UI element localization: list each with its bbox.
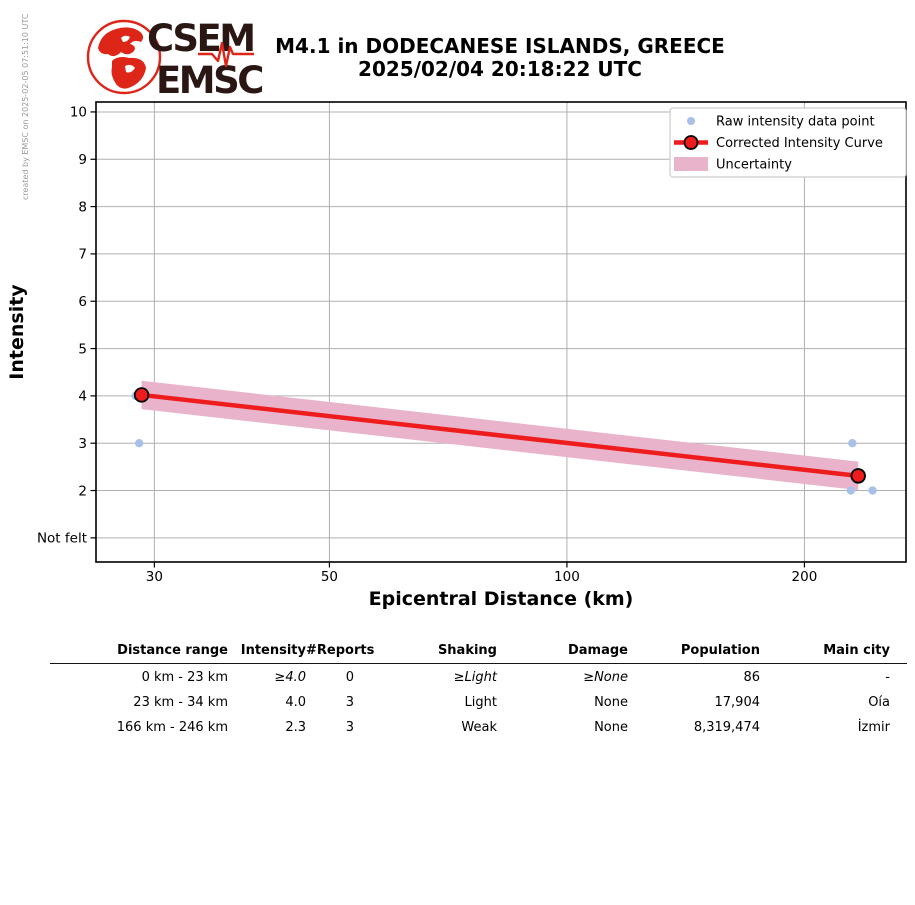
figure-title: M4.1 in DODECANESE ISLANDS, GREECE 2025/…	[95, 35, 905, 80]
table-cell: 17,904	[714, 695, 761, 710]
title-line-1: M4.1 in DODECANESE ISLANDS, GREECE	[275, 34, 725, 58]
table-cell: 3	[345, 695, 354, 710]
y-tick-label: 7	[78, 247, 87, 263]
table-cell: 0	[345, 670, 354, 685]
y-axis-label: Intensity	[6, 284, 28, 380]
x-axis-label: Epicentral Distance (km)	[369, 588, 634, 610]
table-header-cell: Main city	[823, 643, 890, 658]
table-cell: 2.3	[285, 720, 306, 735]
legend-label: Corrected Intensity Curve	[716, 136, 883, 151]
y-tick-label: 4	[78, 389, 87, 405]
logo-text-emsc: EMSC	[156, 59, 264, 102]
raw-data-point	[135, 439, 144, 448]
table-cell: ≥None	[583, 670, 628, 685]
raw-data-point	[848, 439, 857, 448]
legend: Raw intensity data point Corrected Intens…	[669, 107, 907, 178]
table-row: 0 km - 23 km ≥4.0 0 ≥Light ≥None 86 -	[50, 665, 907, 690]
raw-data-point	[868, 486, 877, 495]
summary-table: Distance range Intensity #Reports Shaking Da…	[50, 641, 907, 740]
table-cell: -	[885, 670, 890, 685]
title-line-2: 2025/02/04 20:18:22 UTC	[358, 56, 642, 81]
table-header-rule	[50, 663, 907, 664]
legend-raw-point-icon	[687, 117, 695, 125]
y-tick-label: 9	[78, 152, 87, 168]
table-row: 166 km - 246 km 2.3 3 Weak None 8,319,474 İzmi…	[50, 715, 907, 740]
table-header-cell: #Reports	[306, 643, 375, 658]
y-tick-label: 6	[78, 294, 87, 310]
table-cell: 3	[345, 720, 354, 735]
legend-label: Raw intensity data point	[716, 115, 875, 130]
emsc-logo: CSEM EMSC	[85, 12, 265, 106]
plot-frame	[95, 101, 907, 563]
table-cell: ≥4.0	[274, 670, 306, 685]
y-tick-label: Not felt	[37, 531, 87, 547]
table-header-cell: Population	[680, 643, 760, 658]
table-cell: ≥Light	[453, 670, 497, 685]
intensity-chart: 30 50 100 200 10 9 8 7 6 5 4 3 2 Not felt Epicentral D…	[6, 101, 907, 610]
table-cell: None	[594, 695, 628, 710]
table-cell: 23 km - 34 km	[133, 695, 228, 710]
table-cell: 0 km - 23 km	[141, 670, 228, 685]
x-tick-label: 50	[321, 569, 338, 585]
table-header-cell: Damage	[567, 643, 628, 658]
table-header-cell: Intensity	[240, 643, 306, 658]
legend-uncertainty-icon	[674, 157, 708, 171]
corrected-curve-marker	[850, 468, 866, 484]
y-tick-label: 8	[78, 199, 87, 215]
y-tick-label: 2	[78, 483, 87, 499]
table-cell: Light	[464, 695, 497, 710]
table-cell: İzmir	[857, 720, 890, 735]
seismogram-icon	[198, 42, 254, 68]
globe-icon	[86, 19, 162, 95]
y-tick-label: 10	[70, 105, 87, 121]
corrected-intensity-curve	[141, 392, 859, 479]
table-header-row: Distance range Intensity #Reports Shaking Da…	[50, 641, 907, 661]
table-cell: 8,319,474	[693, 720, 760, 735]
x-tick-label: 30	[146, 569, 163, 585]
table-cell: 4.0	[285, 695, 306, 710]
table-row: 23 km - 34 km 4.0 3 Light None 17,904 Oía	[50, 690, 907, 715]
y-tick-label: 3	[78, 436, 87, 452]
table-header-cell: Shaking	[437, 643, 497, 658]
corrected-curve-marker	[133, 387, 150, 403]
y-tick-label: 5	[78, 341, 87, 357]
x-tick-label: 200	[792, 569, 818, 585]
logo-text-csem: CSEM	[147, 17, 256, 60]
axis-ticks: 30 50 100 200 10 9 8 7 6 5 4 3 2 Not felt	[37, 105, 817, 585]
table-cell: Oía	[868, 695, 890, 710]
raw-data-point	[846, 486, 856, 495]
x-tick-label: 100	[554, 569, 580, 585]
table-cell: None	[594, 720, 628, 735]
table-cell: Weak	[461, 720, 497, 735]
table-header-cell: Distance range	[117, 643, 228, 658]
table-cell: 166 km - 246 km	[116, 720, 228, 735]
table-cell: 86	[743, 670, 760, 685]
legend-label: Uncertainty	[716, 158, 792, 173]
